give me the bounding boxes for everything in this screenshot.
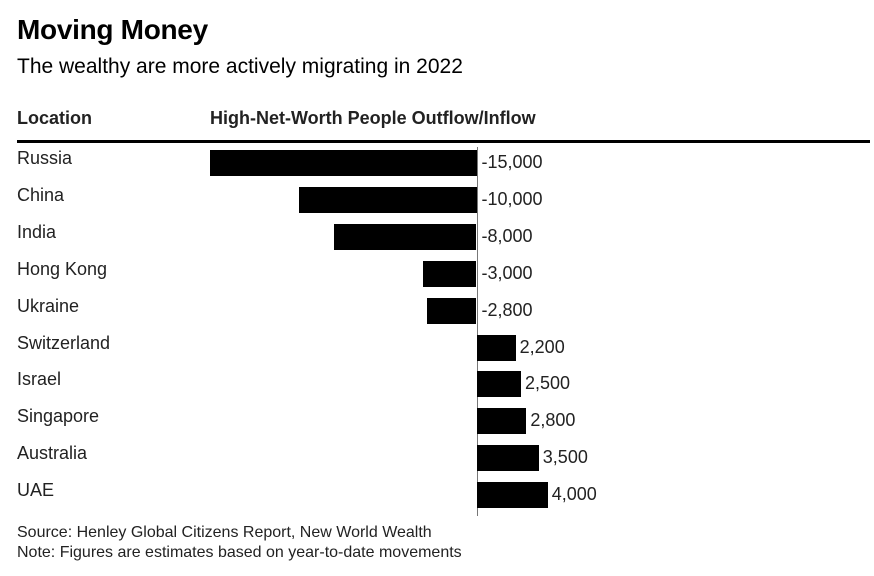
category-label: Australia <box>17 443 88 464</box>
bar <box>476 482 548 509</box>
figures-note: Note: Figures are estimates based on yea… <box>17 544 462 561</box>
value-label: 4,000 <box>551 484 597 505</box>
category-label: Ukraine <box>17 295 80 316</box>
category-label: Israel <box>17 369 62 390</box>
value-label: 2,800 <box>530 410 576 431</box>
category-label: China <box>17 184 65 205</box>
value-label: -10,000 <box>481 188 543 209</box>
category-label: Singapore <box>17 406 100 427</box>
bar <box>209 150 477 176</box>
category-label: Switzerland <box>17 332 111 353</box>
category-label: India <box>17 221 57 242</box>
bar <box>476 408 527 435</box>
bar <box>423 260 477 287</box>
bar <box>476 371 521 398</box>
value-label: 2,500 <box>525 373 571 394</box>
bar <box>334 223 477 250</box>
zero-axis-line <box>476 147 478 516</box>
location-column-header: Location <box>17 108 92 128</box>
value-label: -15,000 <box>481 152 543 172</box>
chart-title: Moving Money <box>17 14 208 45</box>
bar <box>476 334 516 361</box>
bar <box>476 445 539 472</box>
value-label: -2,800 <box>481 299 533 320</box>
chart-subtitle: The wealthy are more actively migrating … <box>17 55 463 78</box>
bar <box>426 297 477 324</box>
category-label: Hong Kong <box>17 258 108 279</box>
header-rule <box>17 140 870 143</box>
category-label: UAE <box>17 480 55 501</box>
value-label: 2,200 <box>519 336 565 357</box>
category-label: Russia <box>17 148 73 168</box>
bar <box>298 186 477 213</box>
value-label: 3,500 <box>542 447 588 468</box>
value-label: -3,000 <box>481 262 533 283</box>
value-column-header: High-Net-Worth People Outflow/Inflow <box>210 108 536 128</box>
value-label: -8,000 <box>481 225 533 246</box>
source-note: Source: Henley Global Citizens Report, N… <box>17 524 432 541</box>
